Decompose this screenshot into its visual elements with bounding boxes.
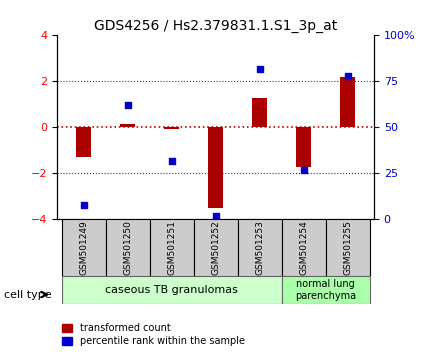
Text: cell type: cell type: [4, 290, 52, 299]
Text: GSM501250: GSM501250: [123, 220, 132, 275]
FancyBboxPatch shape: [326, 219, 370, 276]
Point: [344, 73, 351, 79]
FancyBboxPatch shape: [62, 276, 282, 304]
FancyBboxPatch shape: [194, 219, 238, 276]
Bar: [120, 124, 136, 127]
Legend: transformed count, percentile rank within the sample: transformed count, percentile rank withi…: [62, 324, 245, 346]
Point: [124, 103, 131, 108]
FancyBboxPatch shape: [282, 276, 370, 304]
Point: [212, 213, 219, 219]
Bar: [340, 77, 356, 127]
Point: [300, 167, 307, 173]
Bar: [208, 127, 224, 208]
FancyBboxPatch shape: [106, 219, 150, 276]
Text: GSM501251: GSM501251: [167, 220, 176, 275]
Text: caseous TB granulomas: caseous TB granulomas: [105, 285, 238, 295]
FancyBboxPatch shape: [238, 219, 282, 276]
FancyBboxPatch shape: [62, 219, 106, 276]
FancyBboxPatch shape: [150, 219, 194, 276]
Text: GSM501253: GSM501253: [255, 220, 264, 275]
Bar: [164, 127, 180, 129]
Point: [256, 66, 263, 72]
Text: normal lung
parenchyma: normal lung parenchyma: [295, 279, 356, 301]
FancyBboxPatch shape: [282, 219, 326, 276]
Bar: [76, 127, 92, 157]
Text: GSM501252: GSM501252: [211, 221, 220, 275]
Text: GSM501249: GSM501249: [79, 221, 88, 275]
Text: GSM501254: GSM501254: [299, 221, 308, 275]
Bar: [296, 127, 312, 167]
Title: GDS4256 / Hs2.379831.1.S1_3p_at: GDS4256 / Hs2.379831.1.S1_3p_at: [94, 19, 337, 33]
Point: [80, 202, 87, 207]
Point: [168, 158, 175, 164]
Text: GSM501255: GSM501255: [343, 220, 352, 275]
Bar: [252, 97, 268, 127]
